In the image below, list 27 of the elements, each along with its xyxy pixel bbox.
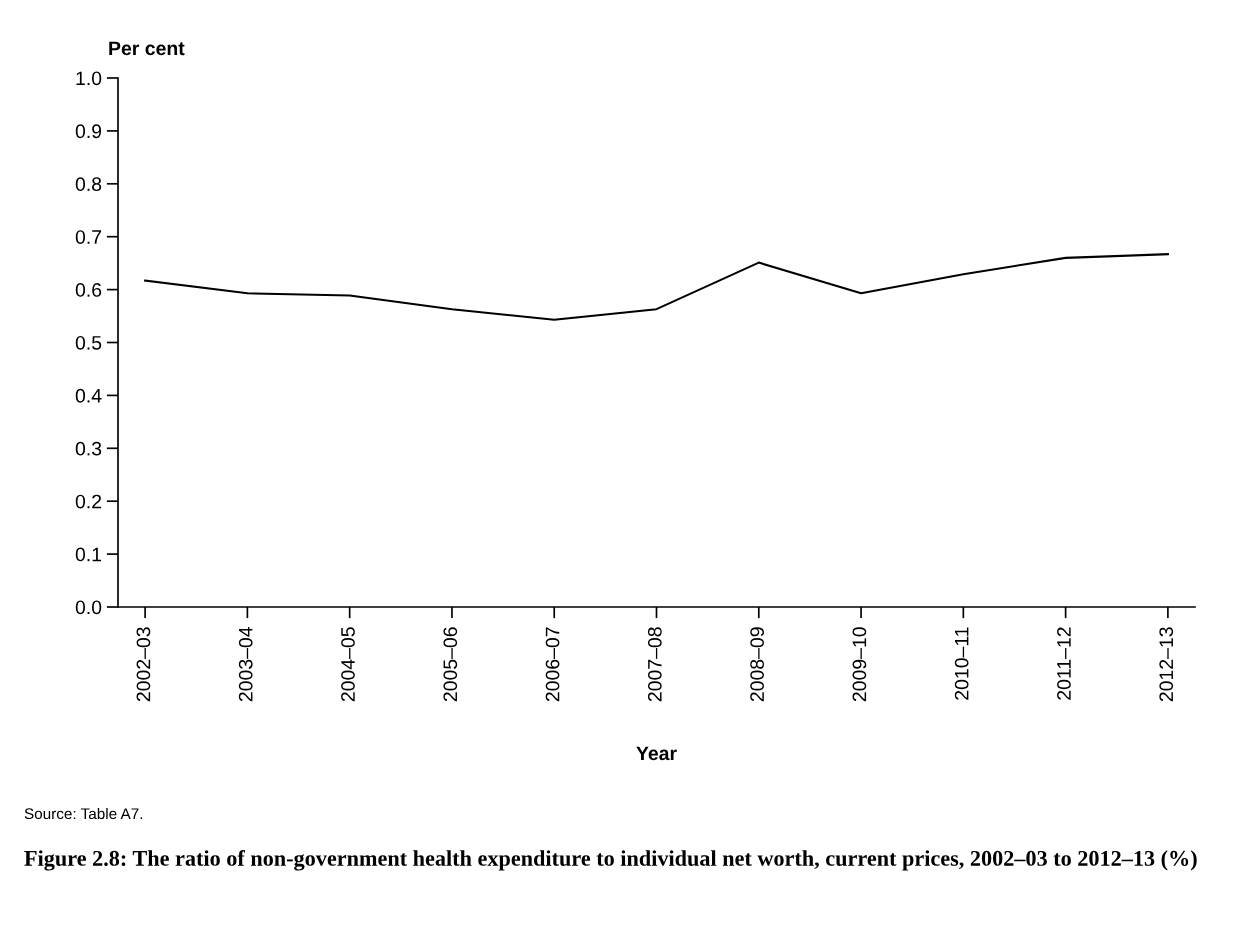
y-tick-label: 0.1 bbox=[75, 547, 102, 562]
line-series bbox=[144, 253, 1169, 321]
y-tick-label: 0.0 bbox=[75, 600, 102, 615]
y-tick-label: 1.0 bbox=[76, 71, 102, 86]
x-tick-label: 2002–03 bbox=[136, 627, 151, 702]
y-tick-label: 0.7 bbox=[75, 230, 102, 244]
text: Figure 2.8: The ratio of non-government health expenditure to individual net worth, current prices, 2002–03 to 2012–13 (%) bbox=[24, 850, 1197, 871]
x-tick-label: 2009–10 bbox=[852, 627, 867, 702]
x-tick-label: 2004–05 bbox=[341, 627, 355, 702]
y-tick-label: 0.9 bbox=[75, 124, 102, 139]
x-tick-label: 2011–12 bbox=[1057, 627, 1071, 700]
x-axis-title: Year bbox=[636, 746, 677, 761]
y-tick-label: 0.2 bbox=[75, 494, 102, 509]
x-tick-label: 2008–09 bbox=[750, 627, 764, 702]
y-tick-label: 0.4 bbox=[75, 388, 102, 403]
x-tick-label: 2005–06 bbox=[443, 627, 458, 702]
source-note: Source: Table A7. bbox=[24, 807, 143, 820]
x-tick-label: 2006–07 bbox=[545, 627, 560, 702]
x-tick-label: 2010–11 bbox=[954, 627, 969, 700]
y-tick-label: 0.8 bbox=[75, 177, 102, 192]
y-tick-label: 0.5 bbox=[75, 335, 102, 350]
x-tick-label: 2012–13 bbox=[1159, 627, 1174, 702]
y-tick-label: 0.6 bbox=[75, 283, 102, 297]
y-tick-label: 0.3 bbox=[75, 441, 102, 456]
x-tick-label: 2007–08 bbox=[647, 627, 662, 702]
y-axis-title: Per cent bbox=[109, 41, 185, 56]
x-tick-label: 2003–04 bbox=[238, 627, 253, 702]
